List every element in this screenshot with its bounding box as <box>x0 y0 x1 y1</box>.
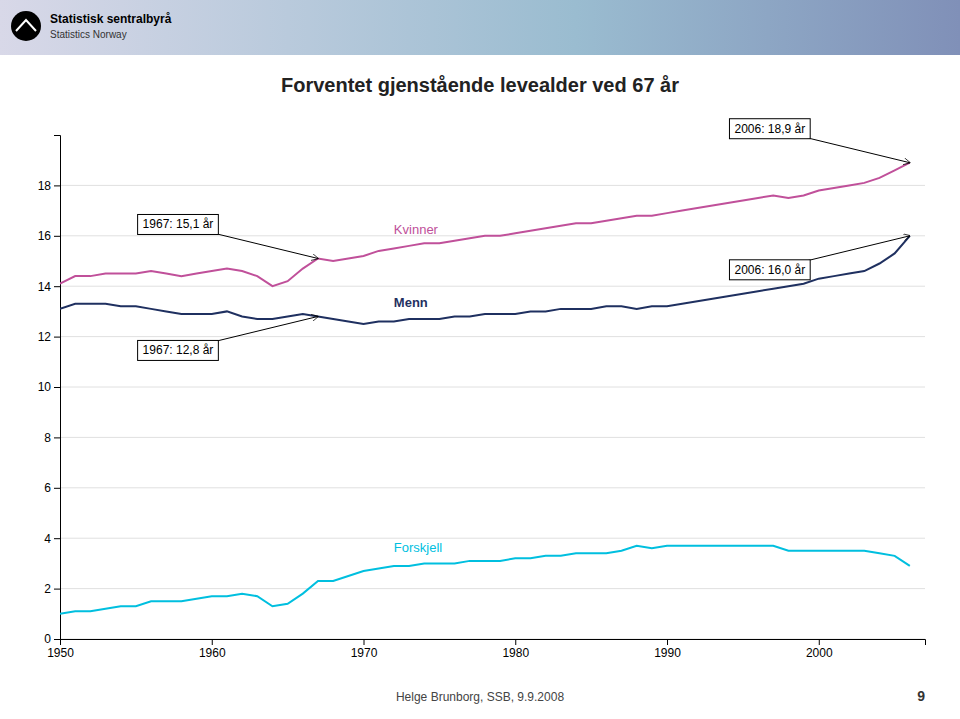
page-number: 9 <box>917 688 925 704</box>
annotation: 2006: 18,9 år <box>729 119 909 163</box>
series-label: Forskjell <box>394 540 443 555</box>
grid <box>60 185 925 639</box>
grid-line <box>60 185 925 186</box>
series-line <box>60 163 910 286</box>
y-tick-mark <box>54 337 60 338</box>
y-tick-label: 18 <box>38 179 52 193</box>
grid-line <box>60 336 925 337</box>
y-tick: 10 <box>38 380 60 394</box>
y-tick: 2 <box>44 582 60 596</box>
y-axis-line <box>54 136 61 640</box>
annotation-text: 2006: 16,0 år <box>734 263 805 277</box>
x-tick-label: 1960 <box>199 646 226 660</box>
y-tick-label: 12 <box>38 330 52 344</box>
y-tick-label: 8 <box>44 431 51 445</box>
x-tick-mark <box>667 639 668 645</box>
y-tick-mark <box>54 589 60 590</box>
x-tick-mark <box>515 639 516 645</box>
annotation-text: 2006: 18,9 år <box>734 122 805 136</box>
annotation-box <box>138 340 219 360</box>
y-tick-mark <box>54 437 60 438</box>
y-tick-label: 2 <box>44 582 51 596</box>
header-banner <box>0 0 960 55</box>
y-axis: 0 2 4 6 8 10 12 14 16 18 <box>38 136 61 647</box>
y-tick-label: 16 <box>38 229 52 243</box>
y-tick-mark <box>54 185 60 186</box>
annotation-box <box>729 260 810 280</box>
annotation: 2006: 16,0 år <box>729 236 909 280</box>
x-tick-mark <box>212 639 213 645</box>
footer: Helge Brunborg, SSB, 9.9.2008 <box>396 690 564 704</box>
y-tick-mark <box>54 488 60 489</box>
x-tick-label: 1990 <box>654 646 681 660</box>
x-tick: 1980 <box>502 639 529 660</box>
y-tick: 16 <box>38 229 60 243</box>
annotation-text: 1967: 12,8 år <box>143 343 214 357</box>
series-line <box>60 546 910 614</box>
x-axis: 1950 1960 1970 1980 1990 2000 <box>47 639 925 660</box>
y-tick-label: 6 <box>44 481 51 495</box>
annotation-text: 1967: 15,1 år <box>143 217 214 231</box>
grid-line <box>60 387 925 388</box>
annotations: 1967: 15,1 år 1967: 12,8 år 2006: 18,9 år 2… <box>138 119 910 361</box>
y-tick: 0 <box>44 632 60 646</box>
x-tick: 1970 <box>351 639 378 660</box>
y-tick-label: 0 <box>44 632 51 646</box>
header-text: Statistics Norway <box>50 29 127 40</box>
grid-line <box>60 588 925 589</box>
y-tick: 18 <box>38 179 60 193</box>
grid-line <box>60 437 925 438</box>
y-tick: 12 <box>38 330 60 344</box>
y-tick-label: 4 <box>44 532 51 546</box>
y-tick-mark <box>54 639 60 640</box>
y-tick-mark <box>54 387 60 388</box>
header-text: Statistisk sentralbyrå <box>50 12 172 26</box>
y-tick: 14 <box>38 280 60 294</box>
lines <box>60 163 910 614</box>
y-tick-mark <box>54 236 60 237</box>
series-line <box>60 236 910 324</box>
x-tick: 2000 <box>806 639 833 660</box>
annotation: 1967: 15,1 år <box>138 214 318 258</box>
plot: 1950 1960 1970 1980 1990 2000 0 2 4 6 8 10 12 14 16 18 K… <box>38 119 926 660</box>
y-tick: 6 <box>44 481 60 495</box>
x-tick-mark <box>364 639 365 645</box>
y-tick-label: 14 <box>38 280 52 294</box>
y-tick-mark <box>54 286 60 287</box>
chart-svg: Statistisk sentralbyrå Statistics Norway F… <box>0 0 960 719</box>
y-tick: 4 <box>44 532 60 546</box>
logo <box>11 11 41 41</box>
grid-line <box>60 538 925 539</box>
y-tick: 8 <box>44 431 60 445</box>
x-tick-label: 1980 <box>502 646 529 660</box>
series-labels: Kvinner Menn Forskjell <box>394 222 443 555</box>
x-tick-mark <box>819 639 820 645</box>
x-tick-label: 1970 <box>351 646 378 660</box>
x-tick: 1950 <box>47 639 74 660</box>
annotation-box <box>729 119 810 139</box>
header: Statistisk sentralbyrå Statistics Norway <box>0 0 960 55</box>
series-label: Menn <box>394 295 428 310</box>
logo-mark <box>16 20 36 31</box>
x-axis-line <box>61 640 926 646</box>
x-tick: 1990 <box>654 639 681 660</box>
title: Forventet gjenstående levealder ved 67 å… <box>281 74 679 96</box>
annotation: 1967: 12,8 år <box>138 316 318 360</box>
series-label: Kvinner <box>394 222 439 237</box>
x-tick-label: 2000 <box>806 646 833 660</box>
grid-line <box>60 487 925 488</box>
x-tick-label: 1950 <box>47 646 74 660</box>
annotation-box <box>138 214 219 234</box>
y-tick-label: 10 <box>38 380 52 394</box>
y-tick-mark <box>54 538 60 539</box>
x-tick: 1960 <box>199 639 226 660</box>
